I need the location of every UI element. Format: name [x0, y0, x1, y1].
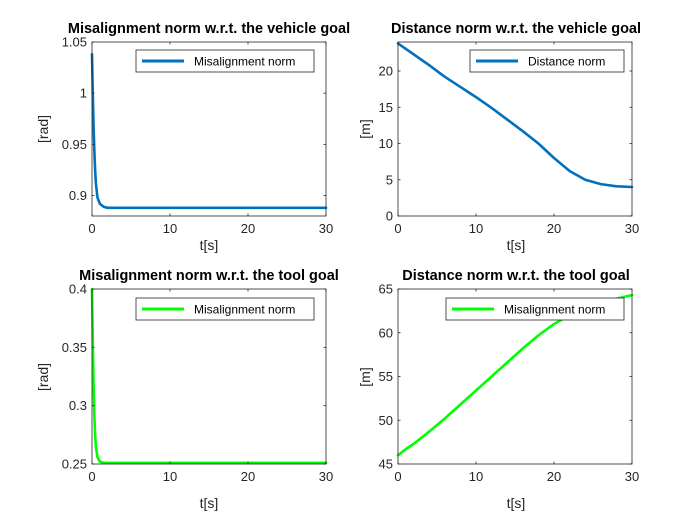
x-axis-label: t[s]	[507, 237, 526, 253]
y-tick-label: 0.9	[69, 188, 87, 203]
x-tick-label: 10	[469, 469, 483, 484]
legend-box	[445, 297, 625, 321]
y-axis-label: [m]	[357, 119, 373, 138]
series-line-1	[396, 42, 634, 189]
legend: Misalignment norm	[445, 297, 625, 321]
chart-title: Misalignment norm w.r.t. the vehicle goa…	[68, 21, 350, 37]
x-tick-label: 0	[394, 469, 401, 484]
x-tick-label: 30	[625, 221, 639, 236]
legend-box	[135, 297, 315, 321]
legend-box	[135, 49, 315, 73]
y-axis-label: [rad]	[35, 115, 51, 143]
chart-panel-2: Distance norm w.r.t. the vehicle goal t[…	[357, 21, 641, 253]
x-tick-label: 0	[394, 221, 401, 236]
chart-title: Distance norm w.r.t. the vehicle goal	[391, 21, 641, 37]
y-tick-label: 55	[379, 369, 393, 384]
axes-box	[397, 41, 633, 217]
x-tick-label: 20	[547, 469, 561, 484]
y-tick-label: 20	[379, 64, 393, 79]
y-tick-label: 0	[386, 209, 393, 224]
legend: Misalignment norm	[135, 49, 315, 73]
legend: Misalignment norm	[135, 297, 315, 321]
y-axis-label: [rad]	[35, 363, 51, 391]
x-tick-label: 20	[241, 469, 255, 484]
legend-entry: Misalignment norm	[194, 303, 295, 317]
x-tick-label: 30	[319, 469, 333, 484]
axes-box	[91, 41, 327, 217]
legend: Distance norm	[469, 49, 625, 73]
y-tick-label: 0.4	[69, 282, 87, 297]
chart-panel-1: Misalignment norm w.r.t. the vehicle goa…	[35, 21, 350, 253]
y-tick-label: 0.95	[62, 137, 87, 152]
y-axis-label: [m]	[357, 367, 373, 386]
legend-entry: Misalignment norm	[504, 303, 605, 317]
y-tick-label: 50	[379, 413, 393, 428]
x-tick-label: 0	[88, 469, 95, 484]
x-tick-label: 10	[163, 221, 177, 236]
y-tick-label: 0.35	[62, 340, 87, 355]
legend-box	[469, 49, 625, 73]
y-tick-label: 0.25	[62, 457, 87, 472]
x-tick-label: 0	[88, 221, 95, 236]
y-tick-label: 1.05	[62, 35, 87, 50]
y-tick-label: 60	[379, 325, 393, 340]
x-tick-label: 10	[163, 469, 177, 484]
x-tick-label: 20	[547, 221, 561, 236]
y-tick-label: 10	[379, 136, 393, 151]
chart-title: Distance norm w.r.t. the tool goal	[402, 268, 629, 284]
chart-title: Misalignment norm w.r.t. the tool goal	[79, 268, 339, 284]
axes-box	[91, 288, 327, 465]
x-axis-label: t[s]	[200, 495, 219, 511]
x-axis-label: t[s]	[507, 495, 526, 511]
x-tick-label: 30	[319, 221, 333, 236]
chart-panel-4: Distance norm w.r.t. the tool goal t[s] …	[357, 268, 639, 511]
series-line-1	[90, 287, 328, 465]
x-tick-label: 10	[469, 221, 483, 236]
y-tick-label: 45	[379, 457, 393, 472]
x-tick-label: 20	[241, 221, 255, 236]
y-tick-label: 1	[80, 86, 87, 101]
series-line-1	[90, 52, 328, 210]
y-tick-label: 5	[386, 172, 393, 187]
x-tick-label: 30	[625, 469, 639, 484]
chart-panel-3: Misalignment norm w.r.t. the tool goal t…	[35, 268, 339, 511]
y-tick-label: 0.3	[69, 398, 87, 413]
x-axis-label: t[s]	[200, 237, 219, 253]
y-tick-label: 15	[379, 100, 393, 115]
legend-entry: Misalignment norm	[194, 55, 295, 69]
y-tick-label: 65	[379, 282, 393, 297]
legend-entry: Distance norm	[528, 55, 605, 69]
